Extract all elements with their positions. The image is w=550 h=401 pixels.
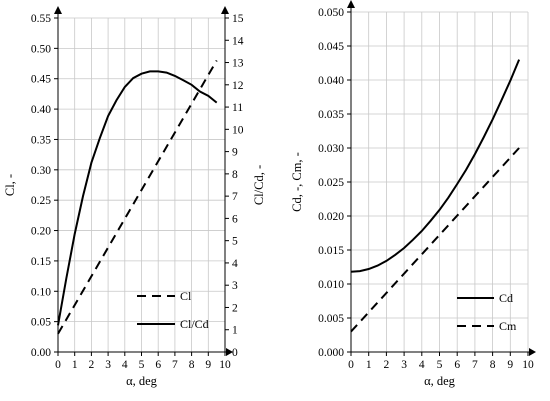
x-tick-label: 6 — [454, 359, 460, 371]
y-tick-label: 0.010 — [318, 279, 344, 291]
x-tick-label: 7 — [172, 359, 178, 371]
x-tick-label: 7 — [472, 359, 478, 371]
x-tick-label: 0 — [348, 359, 354, 371]
y-tick-label: 0.00 — [31, 347, 51, 359]
y2-tick-label: 14 — [232, 35, 244, 47]
x-tick-label: 6 — [155, 359, 161, 371]
x-tick-label: 8 — [490, 359, 496, 371]
y2-axis-arrow — [221, 6, 229, 14]
y2-tick-label: 0 — [232, 347, 238, 359]
y-tick-label: 0.45 — [31, 74, 51, 86]
y-tick-label: 0.50 — [31, 43, 51, 55]
y-tick-label: 0.000 — [318, 347, 344, 359]
x-axis-title: α, deg — [126, 374, 158, 388]
x-tick-label: 0 — [55, 359, 61, 371]
x-tick-label: 10 — [219, 359, 231, 371]
y-tick-label: 0.10 — [31, 286, 51, 298]
y-tick-label: 0.020 — [318, 211, 344, 223]
y-tick-label: 0.040 — [318, 75, 344, 87]
x-axis-arrow — [226, 348, 233, 356]
y2-tick-label: 7 — [232, 191, 238, 203]
x-tick-label: 5 — [437, 359, 443, 371]
y-tick-label: 0.05 — [31, 317, 51, 329]
x-tick-label: 1 — [366, 359, 372, 371]
x-tick-label: 3 — [105, 359, 111, 371]
x-tick-label: 3 — [401, 359, 407, 371]
y-tick-label: 0.015 — [318, 245, 344, 257]
y-axis-title: Cl, - — [3, 174, 17, 196]
x-tick-label: 10 — [522, 359, 534, 371]
x-tick-label: 9 — [507, 359, 513, 371]
y2-tick-label: 6 — [232, 213, 238, 225]
y2-tick-label: 2 — [232, 302, 238, 314]
y-tick-label: 0.025 — [318, 177, 344, 189]
series-line-cl-cd — [57, 70, 218, 326]
x-tick-label: 9 — [205, 359, 211, 371]
y-tick-label: 0.35 — [31, 134, 51, 146]
y2-tick-label: 4 — [232, 258, 238, 270]
y-tick-label: 0.40 — [31, 104, 51, 116]
y2-tick-label: 12 — [232, 80, 244, 92]
y-tick-label: 0.035 — [318, 109, 344, 121]
y-tick-label: 0.050 — [318, 7, 344, 19]
chart-cl-clcd: 0 1 2 3 4 5 6 7 8 9 100.000.050.100.150.200.250.30… — [3, 6, 266, 388]
y2-tick-label: 10 — [232, 124, 244, 136]
legend-label: Cm — [499, 319, 517, 333]
x-tick-label: 5 — [139, 359, 145, 371]
chart-cd-cm: 0 1 2 3 4 5 6 7 8 9 10 0.000 0.005 0.010 0.015 0.020 0.0… — [290, 0, 536, 388]
y2-tick-label: 13 — [232, 58, 244, 70]
y2-tick-label: 15 — [232, 13, 244, 25]
x-tick-label: 2 — [89, 359, 95, 371]
y2-tick-label: 5 — [232, 236, 238, 248]
series-line-cm — [350, 147, 520, 333]
series-line-cd — [350, 59, 521, 273]
x-tick-label: 4 — [122, 359, 128, 371]
y2-tick-label: 8 — [232, 169, 238, 181]
y-tick-label: 0.005 — [318, 313, 344, 325]
series-line-cl — [57, 59, 218, 335]
y-axis-arrow — [54, 6, 62, 14]
legend-label: Cl/Cd — [180, 317, 209, 331]
x-axis-title: α, deg — [424, 374, 456, 388]
y-tick-label: 0.30 — [31, 165, 51, 177]
y-axis-title: Cd, -, Cm, - — [290, 152, 304, 212]
legend-label: Cl — [180, 289, 192, 303]
y-tick-label: 0.15 — [31, 256, 51, 268]
y-axis-arrow — [347, 0, 355, 8]
y2-tick-label: 1 — [232, 325, 238, 337]
y-tick-label: 0.030 — [318, 143, 344, 155]
y-tick-label: 0.25 — [31, 195, 51, 207]
x-tick-label: 4 — [419, 359, 425, 371]
y-tick-label: 0.045 — [318, 41, 344, 53]
x-tick-label: 8 — [189, 359, 195, 371]
y-tick-label: 0.55 — [31, 13, 51, 25]
y-tick-label: 0.20 — [31, 226, 51, 238]
y2-tick-label: 3 — [232, 280, 238, 292]
y2-tick-label: 11 — [232, 102, 243, 114]
legend-label: Cd — [499, 291, 513, 305]
x-axis-arrow — [529, 348, 536, 356]
y2-axis-title: Cl/Cd, - — [252, 165, 266, 205]
x-tick-label: 2 — [384, 359, 390, 371]
y2-tick-label: 9 — [232, 147, 238, 159]
x-tick-label: 1 — [72, 359, 78, 371]
